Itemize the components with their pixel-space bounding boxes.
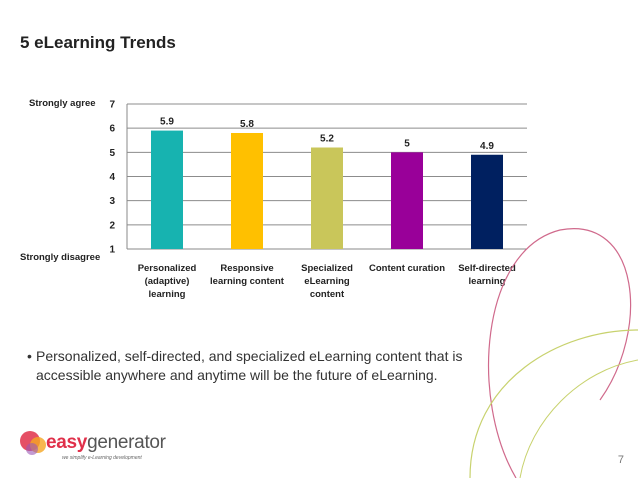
- bar: [311, 147, 343, 249]
- y-tick-label: 7: [109, 100, 115, 111]
- x-tick-label: eLearning: [304, 276, 350, 287]
- x-tick-label: content: [310, 289, 345, 300]
- y-tick-label: 4: [109, 172, 115, 183]
- logo-tagline: we simplify e-Learning development: [62, 455, 142, 461]
- page-number: 7: [617, 454, 624, 466]
- data-label: 5.2: [320, 134, 334, 145]
- logo-easy: easy: [46, 432, 88, 453]
- y-tick-label: 5: [109, 148, 115, 159]
- y-tick-label: 1: [109, 245, 115, 256]
- x-tick-label: Content curation: [369, 263, 445, 274]
- slide-title: 5 eLearning Trends: [20, 33, 176, 52]
- logo-mark: [20, 431, 46, 455]
- y-tick-label: 6: [109, 124, 115, 135]
- y-tick-label: 3: [109, 196, 115, 207]
- data-label: 4.9: [480, 141, 494, 152]
- x-tick-label: Responsive: [220, 263, 273, 274]
- x-tick-label: (adaptive): [145, 276, 190, 287]
- bar: [151, 130, 183, 249]
- data-label: 5.9: [160, 117, 174, 128]
- y-label-bottom: Strongly disagree: [20, 252, 101, 263]
- data-label: 5: [404, 138, 410, 149]
- x-tick-label: learning content: [210, 276, 285, 287]
- bullet-point: • Personalized, self-directed, and speci…: [27, 347, 516, 385]
- y-tick-label: 2: [109, 220, 115, 231]
- logo-text: easygenerator: [46, 432, 166, 454]
- data-label: 5.8: [240, 119, 254, 130]
- bar: [391, 152, 423, 249]
- bar: [471, 154, 503, 249]
- logo-generator: generator: [87, 432, 166, 453]
- x-tick-label: Specialized: [301, 263, 353, 274]
- bullet-text: Personalized, self-directed, and special…: [36, 348, 463, 383]
- y-label-top: Strongly agree: [29, 98, 96, 109]
- bar: [231, 133, 263, 249]
- x-tick-label: learning: [469, 276, 506, 287]
- x-tick-label: learning: [149, 289, 186, 300]
- x-tick-label: Self-directed: [458, 263, 516, 274]
- x-tick-label: Personalized: [138, 263, 197, 274]
- bullet-dot: •: [27, 348, 32, 364]
